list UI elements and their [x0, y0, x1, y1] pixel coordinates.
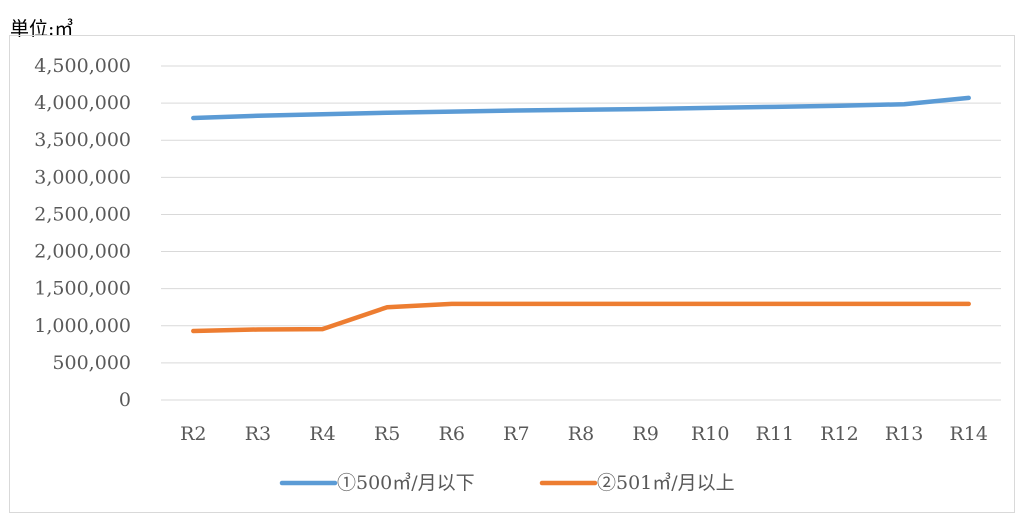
- unit-label: 単位:㎥: [10, 18, 74, 40]
- y-axis-tick-label: 1,500,000: [34, 278, 131, 300]
- legend-label-1: ②501㎥/月以上: [597, 472, 735, 494]
- chart-border: [9, 35, 1015, 513]
- y-axis-tick-label: 2,000,000: [34, 241, 131, 263]
- legend-label-0: ①500㎥/月以下: [337, 472, 475, 494]
- x-axis-tick-label: R5: [374, 423, 400, 445]
- x-axis-tick-label: R11: [756, 423, 794, 445]
- y-axis-tick-label: 2,500,000: [34, 203, 131, 225]
- x-axis-tick-label: R8: [568, 423, 594, 445]
- x-axis-tick-label: R10: [691, 423, 729, 445]
- y-axis-tick-label: 4,500,000: [34, 55, 131, 77]
- y-axis-tick-label: 0: [119, 389, 131, 411]
- y-axis-tick-label: 3,000,000: [34, 166, 131, 188]
- x-axis-tick-label: R12: [820, 423, 858, 445]
- series-line-1: [191, 301, 971, 334]
- y-axis-tick-label: 4,000,000: [34, 92, 131, 114]
- y-axis-tick-label: 500,000: [52, 352, 131, 374]
- x-axis-tick-label: R14: [949, 423, 987, 445]
- series-line-0: [191, 95, 971, 121]
- x-axis-tick-label: R2: [180, 423, 206, 445]
- y-axis-tick-label: 1,000,000: [34, 315, 131, 337]
- x-axis-tick-label: R13: [885, 423, 923, 445]
- x-axis-tick-label: R9: [632, 423, 658, 445]
- x-axis-tick-label: R7: [503, 423, 529, 445]
- x-axis-tick-label: R4: [309, 423, 335, 445]
- x-axis-tick-label: R3: [245, 423, 271, 445]
- x-axis-tick-label: R6: [439, 423, 465, 445]
- y-axis-tick-label: 3,500,000: [34, 129, 131, 151]
